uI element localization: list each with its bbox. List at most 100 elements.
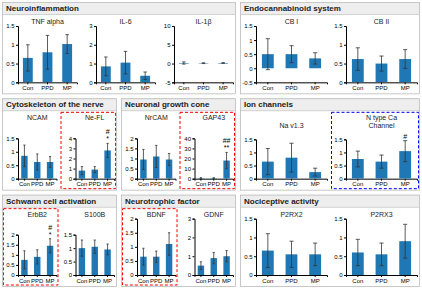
y-tick-mark bbox=[344, 179, 346, 180]
x-tick: MP bbox=[311, 275, 320, 284]
highlight-frame bbox=[123, 209, 178, 285]
x-tick-label: MP bbox=[141, 85, 150, 91]
error-bar-cap bbox=[379, 243, 383, 244]
y-tick-label: 1.5 bbox=[6, 242, 15, 248]
error-bar-cap bbox=[182, 64, 185, 65]
error-bar-stem bbox=[357, 151, 358, 167]
error-bar-stem bbox=[405, 141, 406, 162]
y-tick-label: 0.5 bbox=[125, 258, 134, 264]
subplot-title-line: Ne-FL bbox=[85, 114, 105, 121]
error-bar-cap bbox=[94, 253, 96, 254]
y-tick: 1.5 bbox=[244, 137, 256, 143]
error-bar-cap bbox=[289, 241, 293, 242]
y-tick-mark bbox=[344, 256, 346, 257]
error-bar-cap bbox=[124, 51, 127, 52]
y-tick-mark bbox=[254, 82, 256, 83]
error-bar bbox=[49, 239, 51, 253]
y-tick-mark bbox=[344, 139, 346, 140]
x-tick-mark bbox=[47, 82, 48, 84]
section: Ion channels00.511.5ConPPDMPNa v1.300.51… bbox=[241, 99, 420, 190]
subplot-title: GAP43 bbox=[202, 114, 225, 121]
y-tick: 0.5 bbox=[6, 163, 18, 169]
y-tick: 0 bbox=[130, 272, 137, 278]
x-axis: ConPPDMP bbox=[19, 82, 78, 91]
x-tick-label: PPD bbox=[375, 181, 388, 187]
plot-marks bbox=[262, 39, 321, 70]
subplot-title: N type CaChannel bbox=[366, 114, 397, 129]
y-tick-label: 1.5 bbox=[334, 137, 343, 143]
x-tick: Con bbox=[262, 275, 273, 284]
x-tick-label: Con bbox=[262, 278, 273, 284]
y-tick-mark bbox=[254, 219, 256, 220]
error-bar-stem bbox=[81, 167, 82, 175]
panel: 00.511.5ConPPDMPP2RX3 bbox=[334, 211, 417, 284]
y-axis: 00.511.5 bbox=[334, 137, 346, 182]
error-bar bbox=[94, 167, 96, 173]
error-bar-cap bbox=[313, 265, 317, 266]
x-axis: ConPPDMP bbox=[97, 82, 156, 91]
y-tick-label: 1 bbox=[11, 149, 15, 155]
x-tick-label: MP bbox=[311, 181, 320, 187]
error-bar-stem bbox=[315, 53, 316, 64]
x-tick: Con bbox=[19, 179, 30, 188]
subplot-title: P2RX2 bbox=[280, 211, 302, 218]
y-tick-mark bbox=[172, 26, 174, 27]
x-tick-label: Con bbox=[178, 85, 189, 91]
x-tick-mark bbox=[94, 275, 95, 277]
x-tick-label: PPD bbox=[375, 85, 388, 91]
y-tick: 2 bbox=[89, 42, 96, 48]
x-tick: PPD bbox=[375, 275, 388, 284]
error-bar-cap bbox=[49, 252, 51, 253]
annotation-line: # bbox=[403, 133, 407, 140]
error-bar-cap bbox=[356, 239, 360, 240]
y-tick-label: 0 bbox=[130, 176, 134, 182]
error-bar-cap bbox=[46, 35, 49, 36]
error-bar bbox=[182, 62, 185, 64]
subplot-title: TNF alpha bbox=[31, 18, 64, 26]
section-title: Ion channels bbox=[244, 100, 293, 109]
error-bar-cap bbox=[266, 174, 270, 175]
x-tick-mark bbox=[381, 82, 382, 84]
x-tick-label: Con bbox=[352, 85, 363, 91]
y-tick-label: 3 bbox=[188, 216, 192, 222]
subplot-title: Na v1.3 bbox=[279, 122, 303, 129]
y-tick-label: 1.5 bbox=[244, 216, 253, 222]
error-bar-cap bbox=[356, 70, 360, 71]
y-axis-line bbox=[16, 235, 19, 275]
error-bar bbox=[26, 45, 29, 71]
y-tick: 0 bbox=[249, 66, 256, 72]
panel: 00.511.5ConPPDMPTNF alpha bbox=[6, 18, 77, 91]
section-title-strip bbox=[241, 3, 420, 15]
error-bar-cap bbox=[221, 63, 224, 64]
x-tick-label: Con bbox=[352, 278, 363, 284]
y-tick-mark bbox=[74, 248, 76, 249]
section: Neurotrophic factor00.511.52ConPPDMPBDNF… bbox=[122, 195, 236, 286]
x-tick-label: Con bbox=[76, 181, 87, 187]
y-tick-label: 0.5 bbox=[334, 254, 343, 260]
error-bar-cap bbox=[213, 177, 215, 178]
x-axis: ConPPDMP bbox=[19, 275, 58, 284]
x-tick: Con bbox=[178, 82, 189, 91]
y-tick: 1 bbox=[339, 235, 346, 241]
section-frame bbox=[3, 195, 117, 286]
error-bar bbox=[65, 35, 68, 54]
y-tick-mark bbox=[16, 255, 18, 256]
error-bar-cap bbox=[49, 167, 51, 168]
error-bar-cap bbox=[266, 267, 270, 268]
y-tick: 0 bbox=[188, 176, 195, 182]
error-bar-cap bbox=[379, 168, 383, 169]
x-tick-mark bbox=[81, 275, 82, 277]
y-tick: 1.5 bbox=[125, 146, 137, 152]
x-tick-label: MP bbox=[165, 181, 174, 187]
x-tick: MP bbox=[141, 82, 150, 91]
y-tick-mark bbox=[193, 275, 195, 276]
y-axis-line bbox=[16, 27, 19, 83]
y-tick-mark bbox=[193, 159, 195, 160]
y-tick-mark bbox=[135, 261, 137, 262]
x-tick-label: MP bbox=[311, 85, 320, 91]
section-title-strip bbox=[3, 99, 117, 111]
x-tick: PPD bbox=[375, 82, 388, 91]
subplot-title-line: Na v1.3 bbox=[279, 122, 303, 129]
x-tick-mark bbox=[81, 179, 82, 181]
error-bar bbox=[104, 57, 107, 76]
